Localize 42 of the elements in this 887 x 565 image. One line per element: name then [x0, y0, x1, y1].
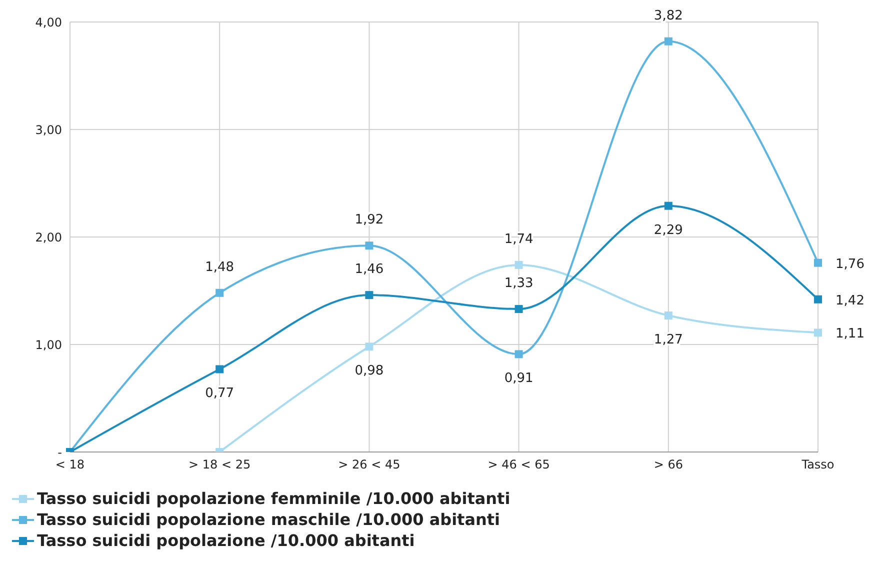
legend-label: Tasso suicidi popolazione femminile /10.000 abitanti: [37, 488, 510, 509]
data-label: 1,92: [354, 212, 384, 228]
x-tick-label: < 18: [55, 458, 85, 472]
y-tick-label: -: [58, 445, 62, 460]
data-label: 1,11: [836, 326, 864, 342]
data-label: 1,48: [205, 260, 234, 275]
data-label: 1,46: [354, 262, 384, 278]
data-label: 1,76: [836, 256, 864, 272]
x-tick-label: Tasso: [800, 458, 834, 472]
data-label: 1,42: [836, 293, 864, 308]
y-tick-label: 2,00: [35, 230, 62, 244]
point: [814, 328, 822, 337]
point: [664, 311, 672, 320]
point: [365, 291, 374, 300]
point: [514, 350, 523, 358]
data-label: 0,98: [354, 364, 384, 379]
legend-label: Tasso suicidi popolazione maschile /10.000 abitanti: [37, 509, 500, 530]
y-tick-label: 3,00: [35, 122, 62, 137]
legend-label: Tasso suicidi popolazione /10.000 abitanti: [37, 530, 415, 551]
point: [814, 295, 822, 304]
x-tick-label: > 26 < 45: [338, 458, 400, 472]
point: [664, 37, 672, 46]
point: [365, 342, 374, 351]
point: [514, 260, 523, 269]
x-tick-label: > 18 < 25: [188, 458, 251, 472]
point: [365, 242, 374, 250]
y-tick-label: 1,00: [35, 338, 62, 352]
y-tick-label: 4,00: [35, 15, 62, 30]
point: [514, 305, 523, 314]
x-tick-label: > 46 < 65: [488, 458, 550, 472]
data-label: 1,74: [504, 232, 534, 247]
x-tick-label: > 66: [654, 458, 683, 472]
data-label: 1,33: [504, 276, 534, 292]
point: [814, 258, 822, 267]
point: [216, 288, 224, 297]
data-label: 0,91: [504, 371, 534, 386]
data-label: 1,27: [654, 332, 683, 348]
point: [216, 365, 224, 374]
point: [664, 202, 672, 210]
data-label: 3,82: [654, 8, 683, 24]
data-label: 0,77: [205, 386, 234, 402]
data-label: 2,29: [654, 222, 683, 238]
